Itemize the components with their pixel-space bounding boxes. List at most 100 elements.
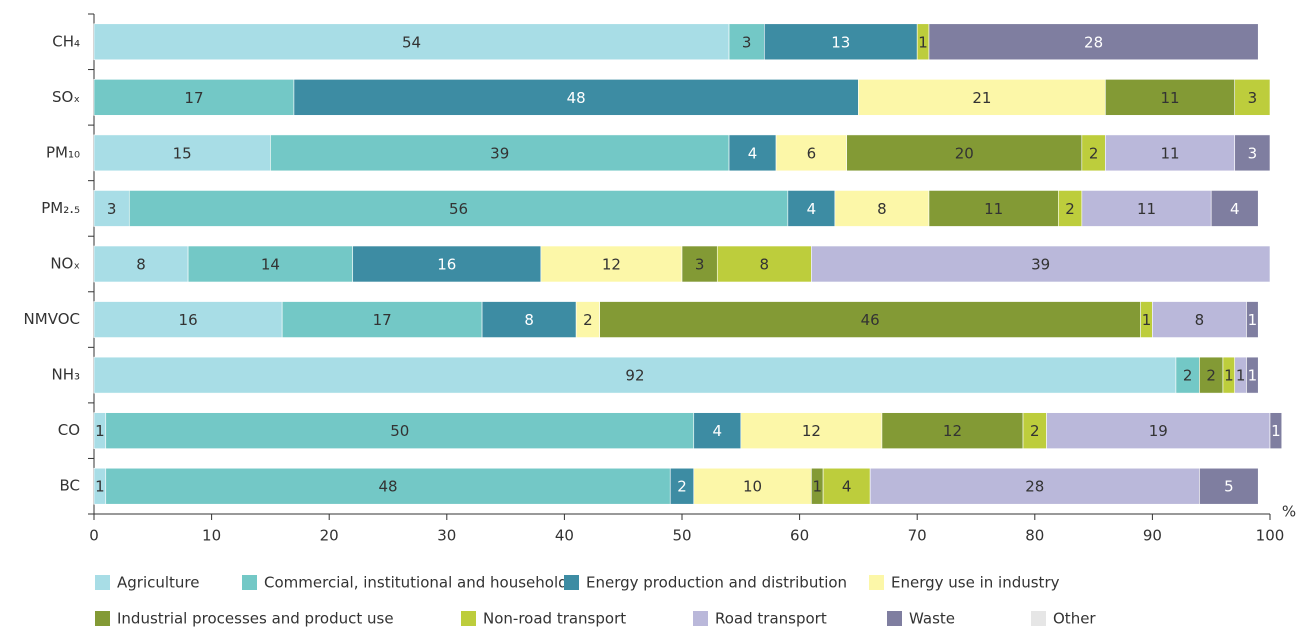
bar-segment (270, 134, 730, 172)
data-label: 28 (1084, 33, 1103, 51)
bar-segment (1269, 412, 1283, 449)
bar-segment (1210, 190, 1259, 227)
y-tick-label: NOₓ (50, 255, 80, 273)
y-tick-label: NH₃ (51, 366, 80, 384)
y-tick-label: NMVOC (24, 310, 80, 328)
data-label: 1 (95, 422, 105, 440)
x-tick-label: 90 (1143, 527, 1162, 545)
bar-segment (1046, 412, 1271, 449)
data-label: 2 (583, 311, 593, 329)
data-label: 2 (1183, 367, 1193, 385)
x-tick-label: 100 (1256, 527, 1285, 545)
data-label: 17 (184, 89, 203, 107)
y-tick-label: CH₄ (52, 32, 80, 50)
legend-swatch (95, 611, 110, 626)
legend-swatch (242, 575, 257, 590)
legend-label: Waste (909, 610, 955, 628)
data-label: 3 (1248, 89, 1258, 107)
y-tick-label: SOₓ (52, 88, 80, 106)
data-label: 17 (373, 311, 392, 329)
data-label: 5 (1224, 478, 1234, 496)
bar-segment (858, 79, 1106, 116)
bar-segment (1246, 301, 1259, 338)
data-label: 13 (831, 33, 850, 51)
bar-segment (881, 412, 1024, 449)
data-label: 6 (807, 144, 817, 162)
bar-segment (540, 245, 683, 283)
data-label: 3 (107, 200, 117, 218)
data-label: 2 (1206, 367, 1216, 385)
data-label: 2 (677, 478, 687, 496)
bar-segment (187, 245, 354, 283)
legend-swatch (461, 611, 476, 626)
data-label: 39 (490, 144, 509, 162)
bar-segment (352, 245, 542, 283)
bar-segment (716, 245, 812, 283)
bar-segment (846, 134, 1083, 172)
data-label: 15 (173, 144, 192, 162)
data-label: 48 (378, 478, 397, 496)
legend-swatch (564, 575, 579, 590)
legend-label: Non-road transport (483, 610, 626, 628)
bar-segment (811, 245, 1271, 283)
data-label: 12 (943, 422, 962, 440)
data-label: 92 (625, 367, 644, 385)
data-label: 1 (1248, 367, 1258, 385)
bar-segment (764, 23, 918, 61)
bar-segment (869, 467, 1200, 505)
bar-segment (693, 467, 812, 505)
data-label: 1 (95, 478, 105, 496)
bar-segment (93, 301, 283, 338)
x-tick-label: 20 (320, 527, 339, 545)
bar-segment (93, 79, 295, 116)
data-label: 56 (449, 200, 468, 218)
data-label: 20 (955, 144, 974, 162)
data-label: 28 (1025, 478, 1044, 496)
bar-segment (1246, 356, 1259, 394)
data-label: 2 (1030, 422, 1040, 440)
bar-segment (1081, 190, 1212, 227)
bar-segment (775, 134, 847, 172)
bar-segment (293, 79, 859, 116)
bar-segment (928, 190, 1059, 227)
legend-swatch (1031, 611, 1046, 626)
data-label: 3 (695, 256, 705, 274)
data-label: 3 (742, 33, 752, 51)
bar-segment (93, 134, 271, 172)
bar-segment (728, 23, 765, 61)
bar-segment (787, 190, 836, 227)
legend-label: Other (1053, 610, 1096, 628)
y-tick-label: PM₁₀ (46, 143, 80, 161)
legend-swatch (693, 611, 708, 626)
data-label: 11 (1137, 200, 1156, 218)
y-tick-label: CO (58, 421, 80, 439)
data-label: 1 (1248, 311, 1258, 329)
data-label: 4 (842, 478, 852, 496)
data-label: 12 (802, 422, 821, 440)
data-label: 4 (807, 200, 817, 218)
bar-segment (93, 23, 730, 61)
data-label: 3 (1248, 144, 1258, 162)
x-axis-label: % (1282, 503, 1296, 521)
data-label: 2 (1065, 200, 1075, 218)
bar-segment (128, 190, 789, 227)
legend-swatch (869, 575, 884, 590)
x-tick-label: 80 (1025, 527, 1044, 545)
data-label: 19 (1149, 422, 1168, 440)
legend-swatch (887, 611, 902, 626)
bar-segment (1152, 301, 1247, 338)
bar-segment (281, 301, 483, 338)
bar-segment (1234, 134, 1271, 172)
bar-segment (1234, 79, 1271, 116)
data-label: 16 (437, 256, 456, 274)
x-tick-label: 30 (437, 527, 456, 545)
data-label: 4 (1230, 200, 1240, 218)
y-tick-label: BC (59, 477, 80, 495)
data-label: 10 (743, 478, 762, 496)
x-tick-label: 0 (89, 527, 99, 545)
data-label: 11 (1160, 144, 1179, 162)
data-label: 1 (918, 33, 928, 51)
legend-swatch (95, 575, 110, 590)
x-tick-label: 40 (555, 527, 574, 545)
